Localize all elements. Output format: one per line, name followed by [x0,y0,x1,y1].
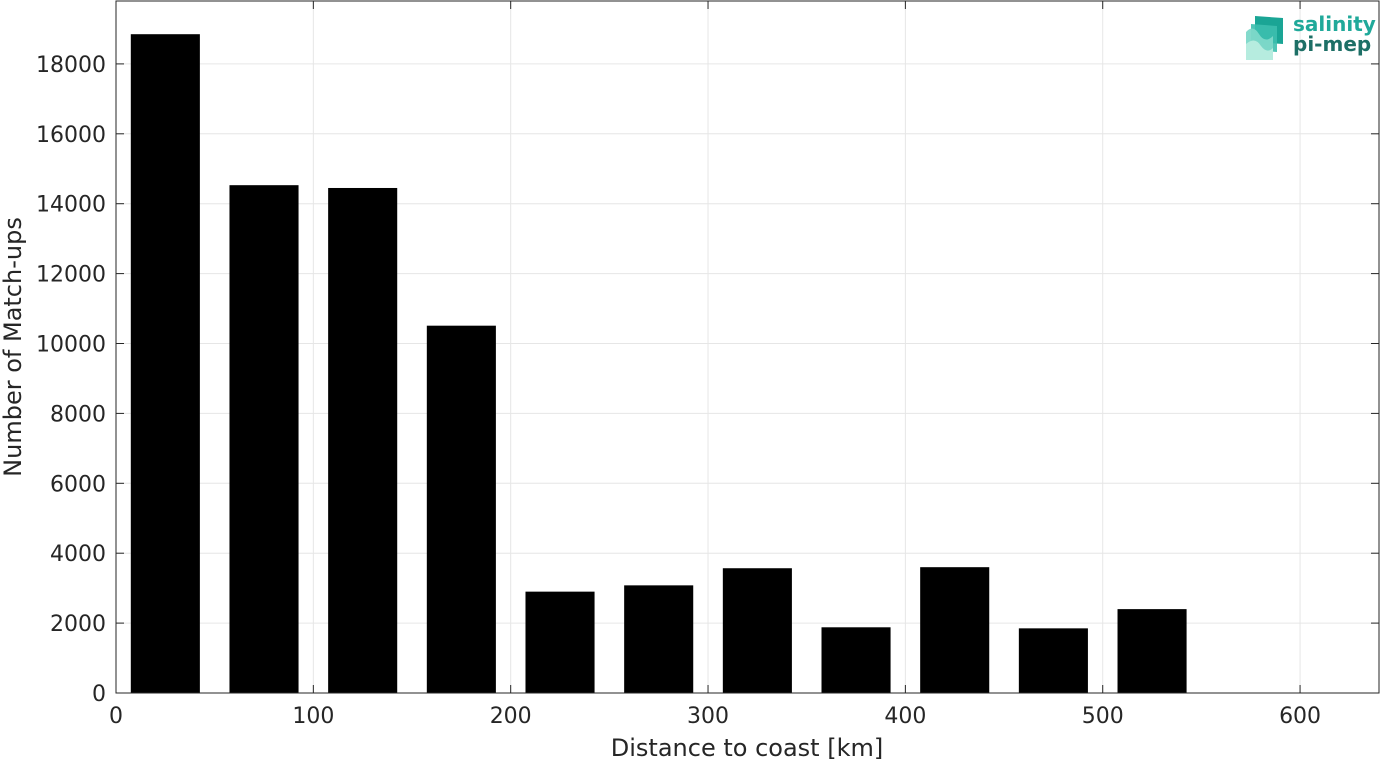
y-tick-label: 16000 [36,123,106,148]
x-tick-label: 300 [687,704,729,729]
bar [130,34,200,693]
bar [722,568,792,693]
bar [525,591,595,693]
y-axis-ticks: 0 2000 4000 6000 8000 10000 12000 14000 16000 180… [36,53,1379,707]
x-axis-ticks: 0 100 200 300 400 500 600 [109,1,1321,729]
bar [229,185,299,693]
y-tick-label: 4000 [50,542,106,567]
bar [328,187,398,693]
axes-box [115,0,1380,694]
x-tick-label: 100 [292,704,334,729]
bar [1018,628,1088,693]
y-tick-label: 18000 [36,53,106,78]
bar [426,325,496,693]
x-tick-label: 500 [1082,704,1124,729]
salinity-pi-mep-logo: salinity pi-mep [1243,14,1376,64]
bar [821,627,891,693]
bar [920,567,990,693]
axes-frame [115,0,1380,694]
y-tick-label: 2000 [50,612,106,637]
y-axis-label: Number of Match-ups [0,217,27,477]
x-tick-label: 600 [1279,704,1321,729]
y-tick-label: 8000 [50,402,106,427]
logo-text: salinity pi-mep [1293,14,1376,54]
bars-group [130,34,1187,693]
y-tick-label: 12000 [36,263,106,288]
x-tick-label: 0 [109,704,123,729]
y-tick-label: 6000 [50,472,106,497]
y-tick-label: 14000 [36,193,106,218]
wave-layers-icon [1246,16,1283,60]
bar [1117,609,1187,693]
x-tick-label: 200 [490,704,532,729]
y-tick-label: 0 [92,682,106,707]
bar [624,585,694,693]
x-axis-label: Distance to coast [km] [611,734,883,761]
y-tick-label: 10000 [36,333,106,358]
logo-line-salinity: salinity [1293,12,1376,36]
grid-lines [115,1,1379,694]
logo-line-pimep: pi-mep [1293,32,1372,56]
x-tick-label: 400 [884,704,926,729]
